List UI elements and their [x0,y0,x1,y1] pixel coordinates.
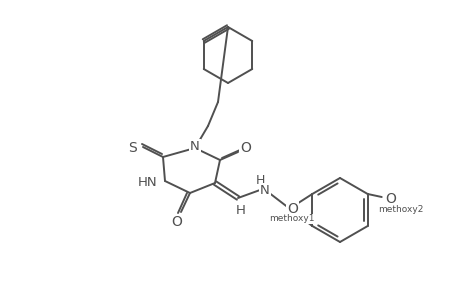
Text: O: O [286,202,297,216]
Text: O: O [385,192,395,206]
Text: O: O [240,141,251,155]
Text: methoxy2: methoxy2 [377,205,422,214]
Text: S: S [129,141,137,155]
Text: methoxy1: methoxy1 [269,214,314,224]
Text: H: H [255,175,264,188]
Text: N: N [259,184,269,197]
Text: HN: HN [138,176,157,190]
Text: N: N [190,140,200,154]
Text: O: O [171,215,182,229]
Text: H: H [235,203,246,217]
